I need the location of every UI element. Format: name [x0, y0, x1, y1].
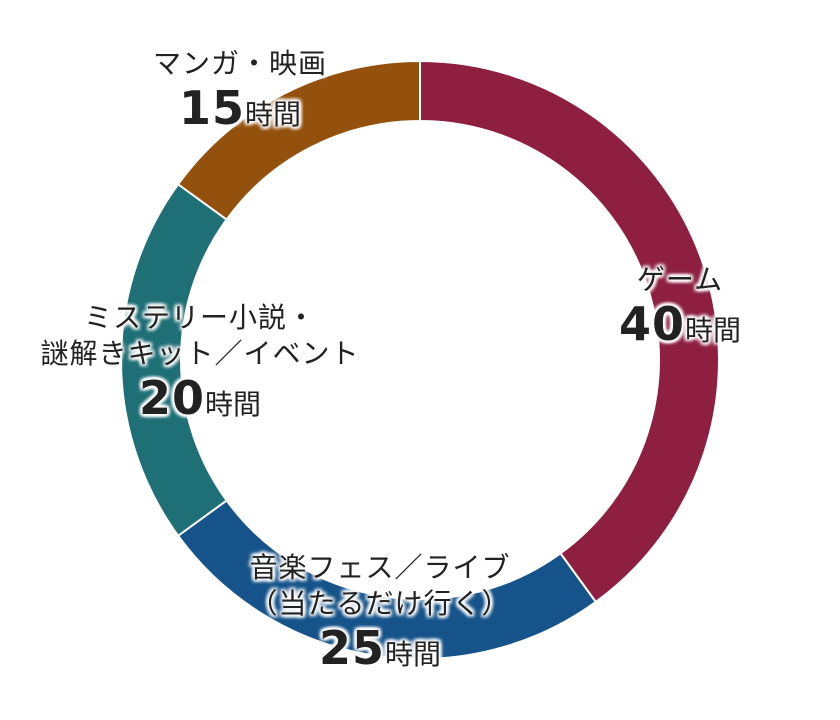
label-manga: マンガ・映画 15時間: [125, 46, 355, 145]
label-mystery: ミステリー小説・ 謎解きキット／イベント 20時間: [5, 300, 395, 435]
label-game: ゲーム 40時間: [600, 262, 760, 361]
donut-slices: [120, 59, 720, 660]
label-mystery-value: 20時間: [138, 371, 262, 425]
slice-manga: [176, 59, 421, 221]
label-music-name-2: （当たるだけ行く）: [249, 587, 511, 620]
label-music-value: 25時間: [318, 621, 442, 675]
label-game-value: 40時間: [618, 297, 742, 351]
label-mystery-name-2: 謎解きキット／イベント: [40, 337, 360, 370]
label-game-name: ゲーム: [636, 263, 724, 296]
label-manga-name: マンガ・映画: [152, 47, 327, 80]
label-manga-value: 15時間: [178, 81, 302, 135]
label-music: 音楽フェス／ライブ （当たるだけ行く） 25時間: [195, 550, 565, 685]
label-music-name-1: 音楽フェス／ライブ: [249, 551, 511, 584]
label-mystery-name-1: ミステリー小説・: [83, 301, 316, 334]
slice-game: [419, 59, 720, 604]
